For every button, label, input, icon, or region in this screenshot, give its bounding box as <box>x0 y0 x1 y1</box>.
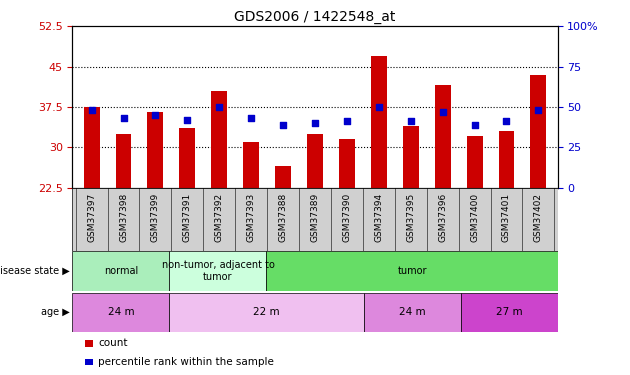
Text: age ▶: age ▶ <box>40 307 69 317</box>
Text: GSM37393: GSM37393 <box>247 193 256 242</box>
Point <box>278 122 288 128</box>
Text: GSM37402: GSM37402 <box>534 193 543 242</box>
Bar <box>467 136 483 188</box>
Text: GSM37398: GSM37398 <box>119 193 128 242</box>
Point <box>214 104 224 110</box>
Text: GSM37396: GSM37396 <box>438 193 447 242</box>
Bar <box>403 126 419 188</box>
Text: GSM37399: GSM37399 <box>151 193 160 242</box>
Bar <box>530 75 546 188</box>
Bar <box>147 112 163 188</box>
Bar <box>275 166 291 188</box>
Bar <box>364 292 461 332</box>
Point <box>118 115 129 121</box>
Bar <box>435 86 450 188</box>
Bar <box>72 292 169 332</box>
Point <box>374 104 384 110</box>
Text: GSM37394: GSM37394 <box>374 193 383 242</box>
Text: non-tumor, adjacent to
tumor: non-tumor, adjacent to tumor <box>161 260 275 282</box>
Text: GSM37401: GSM37401 <box>502 193 511 242</box>
Point <box>469 122 479 128</box>
Bar <box>371 56 387 188</box>
Point <box>182 117 192 123</box>
Point <box>86 107 96 113</box>
Bar <box>307 134 323 188</box>
Point <box>151 112 161 118</box>
Text: normal: normal <box>104 266 138 276</box>
Text: GSM37391: GSM37391 <box>183 193 192 242</box>
Text: count: count <box>98 338 127 348</box>
Text: GSM37395: GSM37395 <box>406 193 415 242</box>
Text: GSM37389: GSM37389 <box>311 193 319 242</box>
Text: 22 m: 22 m <box>253 307 280 317</box>
Text: GSM37392: GSM37392 <box>215 193 224 242</box>
Text: GSM37400: GSM37400 <box>470 193 479 242</box>
Bar <box>211 91 227 188</box>
Text: percentile rank within the sample: percentile rank within the sample <box>98 357 274 367</box>
Text: GSM37397: GSM37397 <box>87 193 96 242</box>
Text: GSM37390: GSM37390 <box>343 193 352 242</box>
Bar <box>84 107 100 188</box>
Text: 24 m: 24 m <box>399 307 425 317</box>
Text: tumor: tumor <box>398 266 427 276</box>
Bar <box>461 292 558 332</box>
Bar <box>72 188 558 251</box>
Point <box>246 115 256 121</box>
Bar <box>115 134 132 188</box>
Text: disease state ▶: disease state ▶ <box>0 266 69 276</box>
Bar <box>72 251 169 291</box>
Point <box>406 118 416 124</box>
Bar <box>243 142 259 188</box>
Point <box>534 107 544 113</box>
Text: GSM37388: GSM37388 <box>278 193 287 242</box>
Title: GDS2006 / 1422548_at: GDS2006 / 1422548_at <box>234 10 396 24</box>
Point <box>310 120 320 126</box>
Bar <box>498 131 515 188</box>
Text: 24 m: 24 m <box>108 307 134 317</box>
Point <box>501 118 512 124</box>
Bar <box>266 251 558 291</box>
Text: 27 m: 27 m <box>496 307 522 317</box>
Bar <box>169 292 364 332</box>
Point <box>342 118 352 124</box>
Point <box>438 109 448 115</box>
Bar <box>339 139 355 188</box>
Bar <box>169 251 266 291</box>
Bar <box>180 128 195 188</box>
